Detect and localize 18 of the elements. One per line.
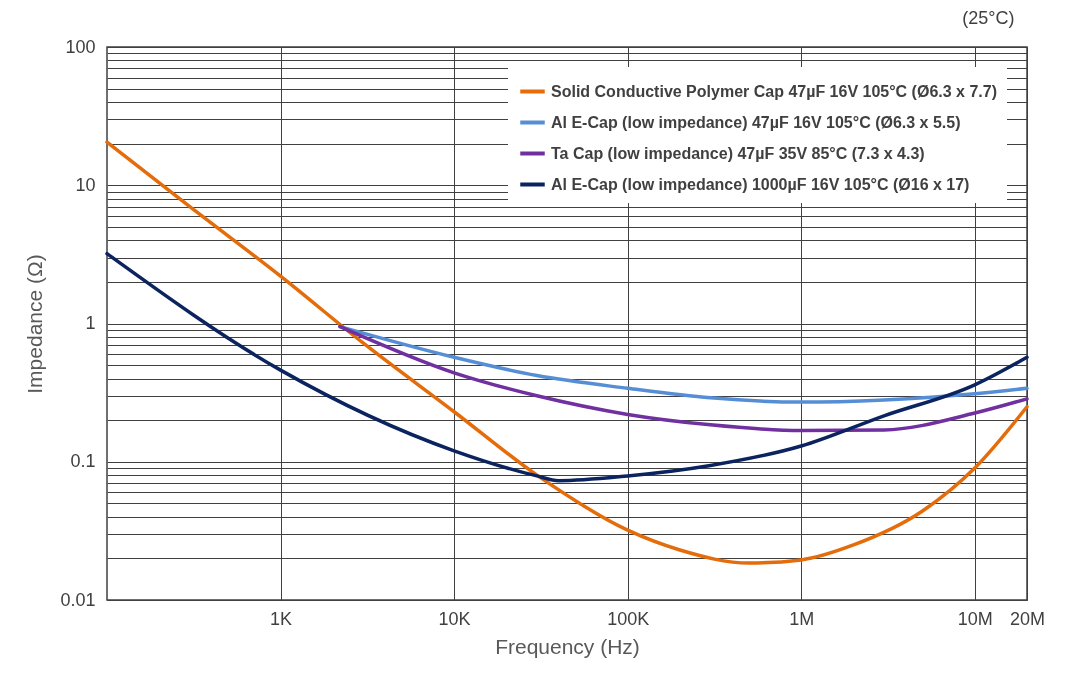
x-tick-label: 10K xyxy=(438,608,471,629)
text: (25°C) xyxy=(962,8,1015,28)
y-tick-label: 1 xyxy=(85,313,96,333)
y-tick-label: 10 xyxy=(75,174,96,195)
legend-label: Al E-Cap (low impedance) 1000µF 16V 105°C (Ø16 x 17) xyxy=(551,175,970,193)
x-tick-label: 10M xyxy=(957,608,993,629)
x-tick-label: 1K xyxy=(270,608,293,629)
y-tick-label: 100 xyxy=(65,36,96,57)
legend-label: Al E-Cap (low impedance) 47µF 16V 105°C (Ø6.3 x 5.5) xyxy=(551,113,961,131)
x-tick-label: 20M xyxy=(1009,608,1046,629)
x-tick-label: 1M xyxy=(789,608,815,629)
y-axis-title: Impedance (Ω) xyxy=(23,254,47,394)
legend-label: Solid Conductive Polymer Cap 47µF 16V 105°C (Ø6.3 x 7.7) xyxy=(551,82,997,100)
legend-label: Ta Cap (low impedance) 47µF 35V 85°C (7.3 x 4.3) xyxy=(551,144,925,162)
y-tick-label: 0.01 xyxy=(60,589,96,610)
x-tick-label: 100K xyxy=(607,608,650,629)
x-axis-title: Frequency (Hz) xyxy=(495,634,640,658)
y-tick-label: 0.1 xyxy=(70,451,96,472)
